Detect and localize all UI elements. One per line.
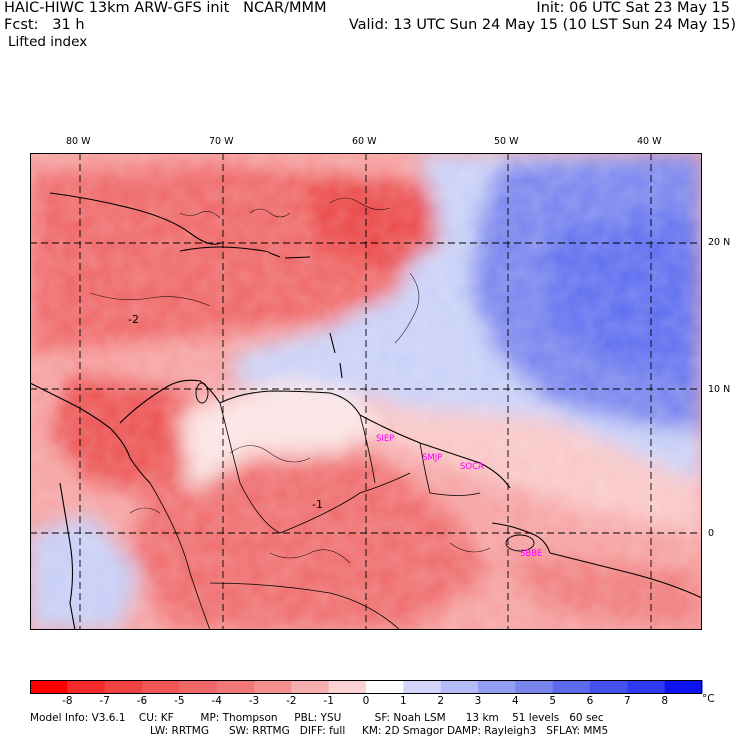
colorbar-cell: [590, 680, 628, 694]
model-title: HAIC-HIWC 13km ARW-GFS init NCAR/MMM: [4, 0, 327, 16]
country-borders: [149, 402, 481, 630]
colorbar-tick-label: 2: [437, 695, 444, 707]
coastline-brazil-north: [549, 552, 702, 599]
colorbar-tick-label: -8: [62, 695, 73, 707]
graticule: [30, 153, 702, 630]
colorbar-tick-label: 1: [399, 695, 407, 707]
colorbar-cell: [627, 680, 666, 694]
colorbar: [30, 680, 703, 694]
border-guyana: [359, 414, 376, 484]
contour-1: [249, 208, 291, 218]
longitude-label-80w: 80 W: [66, 136, 91, 147]
border-colombia-venezuela: [219, 402, 281, 534]
map-frame: [30, 153, 702, 630]
colorbar-cell: [67, 680, 106, 694]
coastline-central-america: [30, 382, 151, 484]
coastline-venezuela: [219, 390, 361, 416]
colorbar-cell: [179, 680, 218, 694]
contour-3: [394, 272, 420, 344]
coastline-pacific: [59, 482, 76, 630]
coastline-hispaniola: [179, 246, 281, 258]
colorbar-frame: [30, 680, 702, 694]
colorbar-tick-label: 8: [661, 695, 668, 707]
colorbar-cell: [291, 680, 330, 694]
model-info-line2: LW: RRTMG SW: RRTMG DIFF: full KM: 2D Sm…: [150, 725, 609, 737]
colorbar-tick-label: -4: [211, 695, 222, 707]
field-name: Lifted index: [8, 34, 88, 50]
colorbar-tick-label: 7: [623, 695, 631, 707]
coastline-guianas: [359, 414, 511, 489]
contour-8: [179, 211, 221, 219]
colorbar-cell: [104, 680, 143, 694]
coastline-puerto-rico: [284, 256, 311, 259]
colorbar-cell: [552, 680, 591, 694]
longitude-label-60w: 60 W: [352, 136, 377, 147]
colorbar-tick-label: 5: [549, 695, 556, 707]
colorbar-cells: [30, 680, 703, 694]
contour-label-minus-1: -1: [312, 498, 323, 511]
colorbar-tick-label: -2: [286, 695, 297, 707]
amazon-delta-island: [505, 534, 535, 552]
latitude-label-0: 0: [708, 528, 715, 539]
longitude-label-50w: 50 W: [494, 136, 519, 147]
valid-time: Valid: 13 UTC Sun 24 May 15 (10 LST Sun …: [348, 17, 736, 33]
colorbar-cell: [142, 680, 180, 694]
coastline-cuba: [49, 192, 221, 245]
coastline-lesser-antilles: [329, 332, 343, 379]
border-colombia-south: [149, 482, 211, 630]
station-label-siep: SIEP: [376, 434, 394, 444]
colorbar-cell: [328, 680, 367, 694]
colorbar-tick-label: 4: [511, 695, 519, 707]
colorbar-cell: [403, 680, 442, 694]
colorbar-cell: [30, 680, 68, 694]
border-venezuela-brazil: [279, 472, 411, 534]
init-time: Init: 06 UTC Sat 23 May 15: [536, 0, 730, 16]
colorbar-cell: [478, 680, 516, 694]
longitude-label-40w: 40 W: [637, 136, 662, 147]
station-label-soca: SOCA: [460, 462, 484, 472]
colorbar-tick-label: -6: [136, 695, 148, 707]
colorbar-cell: [254, 680, 292, 694]
contour-4: [89, 292, 211, 307]
lifted-index-map: -2 -1 SIEP SMJP SOCA SBBE: [30, 153, 702, 630]
colorbar-tick-label: 0: [362, 695, 370, 707]
colorbar-tick-label: -1: [323, 695, 334, 707]
colorbar-cell: [515, 680, 554, 694]
contour-5: [229, 445, 311, 463]
border-peru-brazil: [209, 582, 401, 630]
contour-label-minus-2: -2: [128, 313, 139, 326]
colorbar-tick-label: 6: [586, 695, 594, 707]
station-label-smjp: SMJP: [422, 453, 442, 463]
longitude-label-70w: 70 W: [209, 136, 234, 147]
colorbar-tick-label: -5: [174, 695, 185, 707]
colorbar-cell: [440, 680, 479, 694]
coastline-colombia: [119, 379, 221, 424]
model-info-line1: Model Info: V3.6.1 CU: KF MP: Thompson P…: [30, 712, 604, 724]
colorbar-cell: [216, 680, 255, 694]
contour-6: [269, 549, 351, 564]
station-label-sbbe: SBBE: [520, 549, 542, 559]
colorbar-cell: [366, 680, 404, 694]
contour-2: [329, 197, 391, 210]
colorbar-tick-label: -3: [248, 695, 260, 707]
colorbar-tick-label: -7: [99, 695, 110, 707]
contours: [89, 197, 491, 564]
contour-7: [449, 542, 491, 553]
contour-9: [129, 507, 161, 514]
colorbar-unit: °C: [702, 693, 715, 705]
latitude-label-20n: 20 N: [708, 237, 731, 248]
colorbar-tick-label: 3: [474, 695, 482, 707]
forecast-hour: Fcst: 31 h: [4, 17, 85, 33]
colorbar-cell: [664, 680, 703, 694]
border-suriname: [419, 442, 481, 496]
latitude-label-10n: 10 N: [708, 384, 731, 395]
lake-maracaibo: [195, 382, 209, 404]
